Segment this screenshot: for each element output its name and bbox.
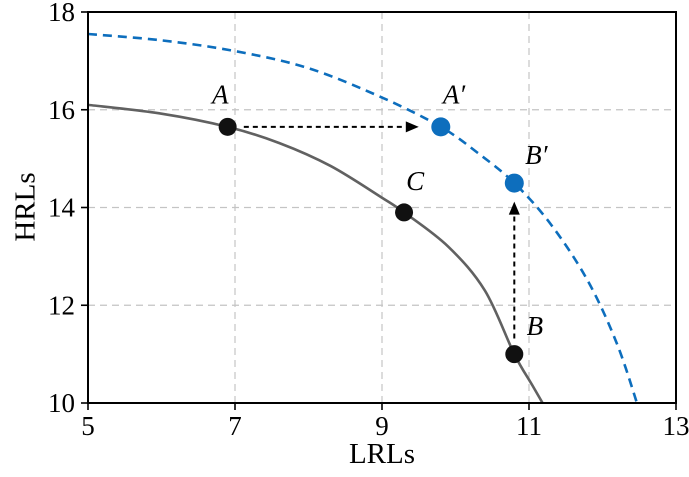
data-point-B′ [504, 173, 524, 193]
point-label-C: C [406, 166, 425, 196]
point-label-B′: B′ [525, 140, 548, 170]
x-tick-label: 11 [516, 411, 542, 441]
arrow-B-to-Bprime-head [508, 201, 520, 215]
data-point-B [505, 345, 524, 364]
y-tick-label: 14 [48, 193, 76, 223]
data-point-A [218, 117, 237, 136]
x-tick-label: 13 [663, 411, 689, 441]
x-tick-label: 7 [228, 411, 242, 441]
x-axis-label: LRLs [348, 438, 416, 470]
original-frontier-curve [88, 103, 545, 403]
point-label-A: A [210, 80, 229, 110]
data-point-C [395, 203, 414, 222]
y-tick-label: 16 [48, 95, 75, 125]
expanded-frontier-curve [88, 32, 639, 403]
x-tick-label: 5 [81, 411, 95, 441]
y-axis-label: HRLs [9, 172, 42, 242]
x-tick-label: 9 [375, 411, 389, 441]
arrow-A-to-Aprime-head [405, 121, 419, 133]
point-label-A′: A′ [441, 80, 466, 110]
data-point-A′ [431, 117, 451, 137]
y-tick-label: 18 [48, 0, 75, 27]
point-label-B: B [527, 311, 544, 341]
y-tick-label: 10 [48, 388, 75, 418]
y-tick-label: 12 [48, 290, 75, 320]
